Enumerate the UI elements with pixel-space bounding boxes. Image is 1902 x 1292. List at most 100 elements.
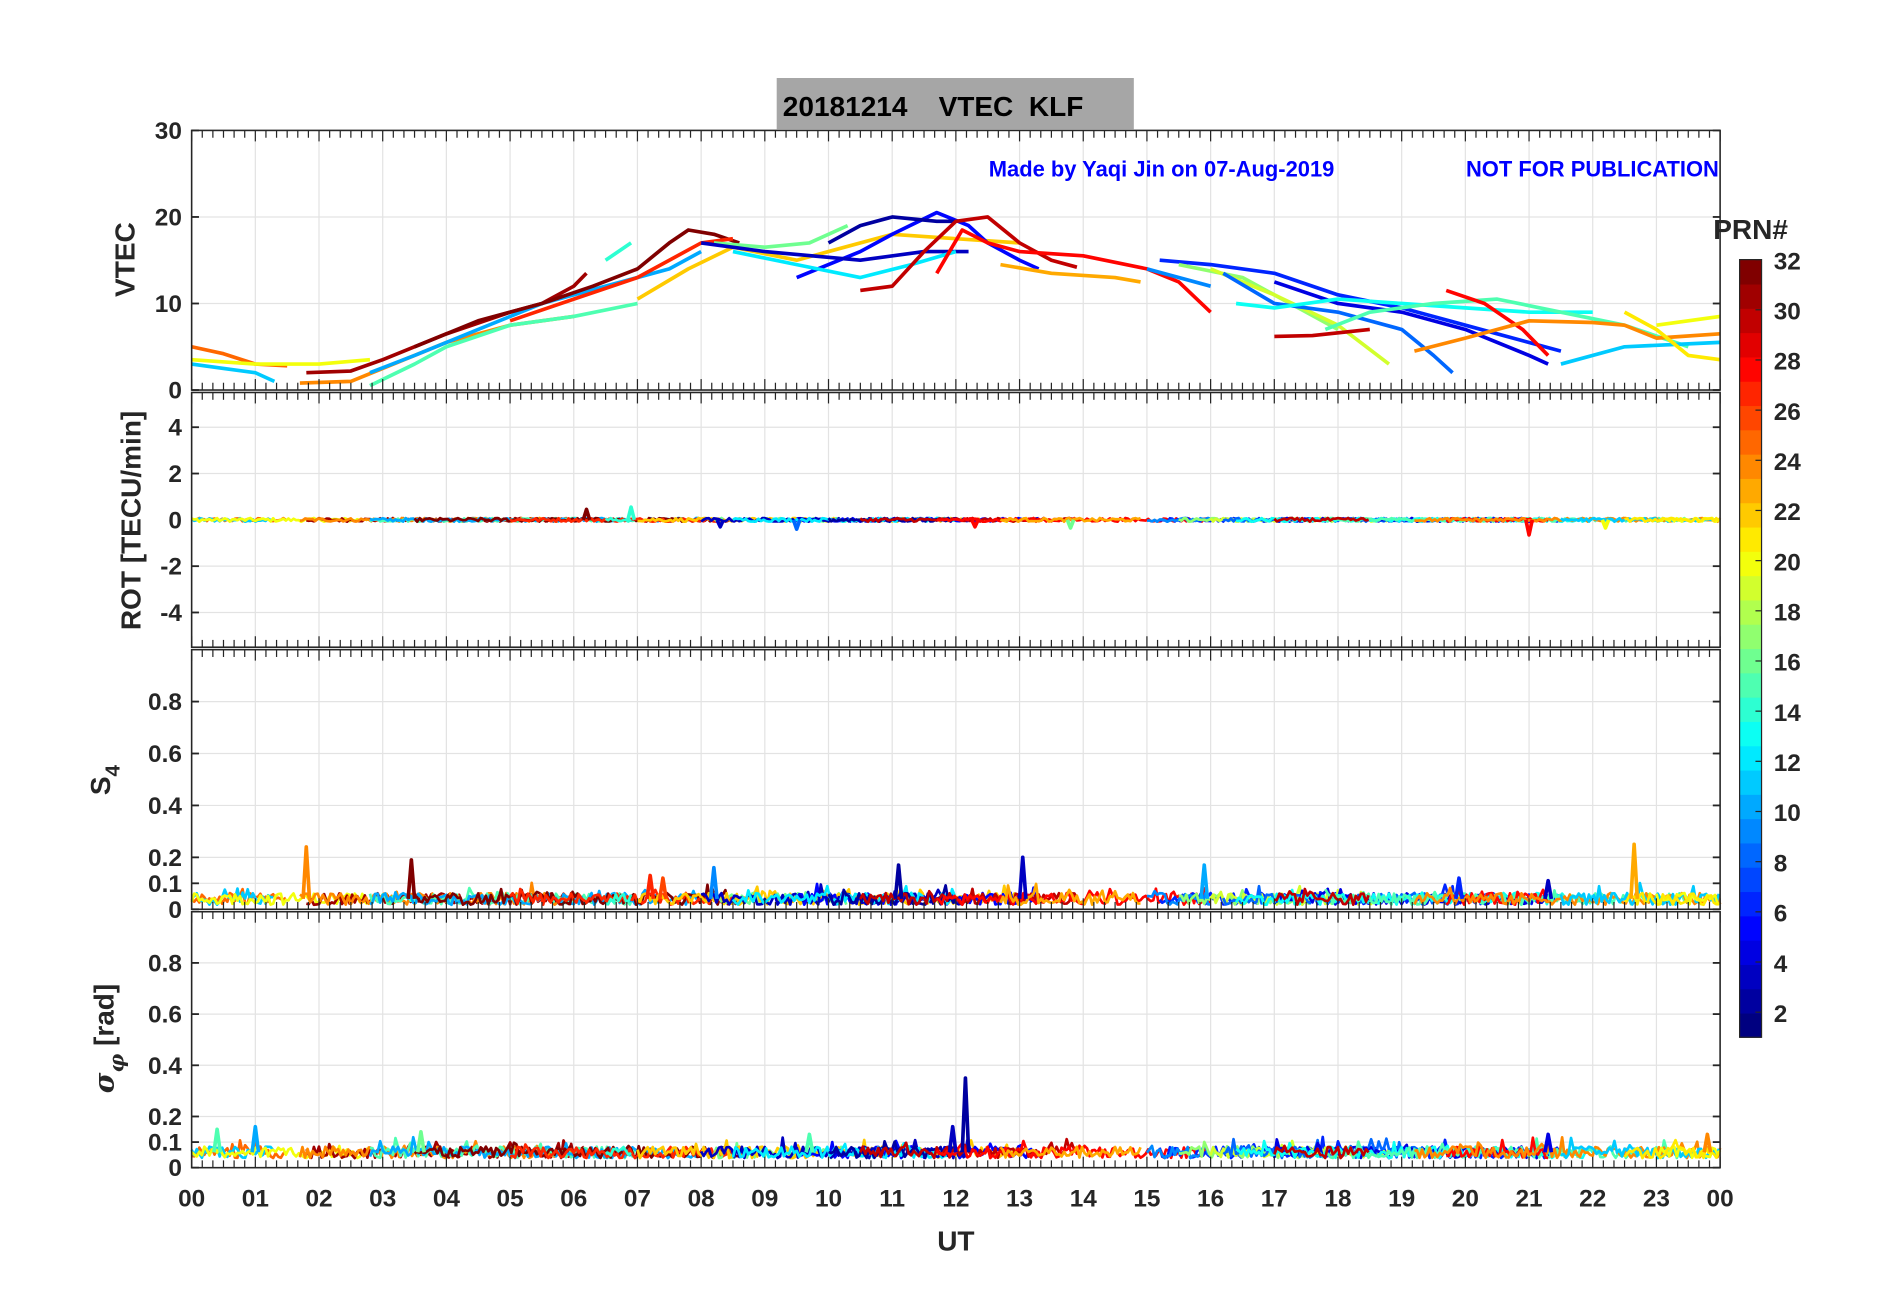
vtec-line-prn-19 — [1209, 267, 1391, 366]
spike-prn-28 — [1524, 519, 1535, 537]
spike-prn-8 — [791, 519, 802, 531]
x-tick-label: 23 — [1643, 1186, 1670, 1213]
colorbar-swatch-3 — [1739, 964, 1762, 990]
vtec-line-prn-16 — [713, 223, 849, 250]
y-tick-label: 0.1 — [148, 1130, 182, 1157]
x-tick-label: 06 — [560, 1186, 587, 1213]
spike-prn-24 — [1702, 1132, 1713, 1153]
y-axis-label: ROT [TECU/min] — [115, 411, 146, 630]
x-tick-label: 20 — [1452, 1186, 1479, 1213]
colorbar-swatch-8 — [1739, 842, 1762, 868]
y-axis-label: σφ [rad] — [88, 984, 129, 1093]
x-tick-label: 04 — [433, 1186, 461, 1213]
colorbar-tick-label: 18 — [1774, 600, 1801, 627]
x-tick-label: 03 — [369, 1186, 396, 1213]
colorbar-swatch-22 — [1739, 502, 1762, 528]
y-tick-label: 10 — [155, 291, 182, 318]
colorbar-swatch-32 — [1739, 259, 1762, 285]
vtec-line-prn-31 — [306, 271, 588, 375]
vtec-line-prn-3 — [700, 241, 969, 263]
x-tick-label: 02 — [305, 1186, 332, 1213]
vtec-line-prn-11 — [1560, 340, 1721, 366]
x-axis-label: UT — [937, 1226, 974, 1257]
x-tick-label: 05 — [497, 1186, 524, 1213]
trace-prn-30 — [1273, 516, 1370, 524]
colorbar-swatch-6 — [1739, 891, 1762, 917]
x-tick-label: 00 — [1707, 1186, 1734, 1213]
spike-prn-10 — [250, 1124, 261, 1153]
colorbar-swatch-27 — [1739, 381, 1762, 407]
y-tick-label: 0 — [168, 1155, 182, 1182]
trace-prn-11 — [1559, 881, 1721, 906]
spike-prn-23 — [1629, 842, 1640, 899]
colorbar-tick-label: 14 — [1774, 700, 1802, 727]
spike-prn-16 — [1065, 519, 1076, 530]
spike-prn-2 — [893, 863, 904, 900]
colorbar-swatch-14 — [1739, 697, 1762, 722]
spike-prn-27 — [645, 873, 656, 900]
colorbar-swatch-13 — [1739, 721, 1762, 747]
spike-prn-26 — [657, 876, 668, 900]
spike-prn-20 — [1600, 519, 1611, 530]
trace-prn-23 — [999, 1145, 1142, 1159]
trace-prn-21 — [1623, 1138, 1721, 1160]
vtec-line-prn-21 — [1623, 310, 1721, 362]
spike-prn-32 — [581, 507, 592, 521]
trace-prn-30 — [1273, 1144, 1370, 1160]
spike-prn-10 — [1199, 863, 1210, 900]
vtec-line-prn-8 — [1222, 271, 1454, 375]
trace-prn-20 — [190, 892, 369, 906]
colorbar-swatch-2 — [1739, 988, 1762, 1014]
s4-symbol: S — [85, 776, 116, 795]
colorbar-swatch-9 — [1739, 818, 1762, 844]
spike-prn-16 — [415, 1130, 426, 1153]
vtec-line-prn-20 — [1656, 314, 1721, 328]
spike-prn-2 — [960, 1076, 971, 1153]
credit-text: Made by Yaqi Jin on 07-Aug-2019 — [989, 157, 1335, 182]
colorbar-swatch-1 — [1739, 1012, 1762, 1038]
trace-prn-21 — [1624, 516, 1720, 524]
colorbar-tick-label: 8 — [1774, 850, 1788, 877]
x-tick-label: 15 — [1133, 1186, 1160, 1213]
vtec-line-prn-2 — [827, 215, 956, 245]
y-tick-label: 0 — [168, 897, 182, 924]
title-box: 20181214 VTEC KLF — [776, 78, 1134, 130]
title-background — [776, 78, 1134, 130]
data-lines — [191, 210, 1721, 388]
x-tick-label: 07 — [624, 1186, 651, 1213]
data-lines — [190, 842, 1722, 907]
vtec-line-prn-20 — [191, 357, 371, 366]
not-for-publication-text: NOT FOR PUBLICATION — [1466, 157, 1719, 182]
x-tick-label: 09 — [751, 1186, 778, 1213]
colorbar-swatch-20 — [1739, 551, 1762, 577]
x-tick-label: 08 — [688, 1186, 715, 1213]
spike-prn-3 — [947, 1124, 958, 1153]
trace-prn-14 — [605, 1145, 632, 1157]
colorbar-tick-label: 16 — [1774, 650, 1801, 677]
colorbar-tick-label: 10 — [1774, 800, 1801, 827]
x-tick-label: 11 — [879, 1186, 905, 1213]
x-tick-label: 14 — [1070, 1186, 1098, 1213]
x-tick-label: 00 — [178, 1186, 205, 1213]
y-axis-label: S4 — [85, 764, 125, 795]
colorbar-swatch-30 — [1739, 308, 1762, 334]
colorbar-swatch-16 — [1739, 648, 1762, 674]
vtec-line-prn-24 — [1413, 318, 1721, 353]
colorbar-frame — [1738, 259, 1763, 1038]
x-tick-label: 19 — [1388, 1186, 1415, 1213]
spike-prn-32 — [406, 858, 417, 900]
vtec-line-prn-13 — [1235, 297, 1593, 314]
y-tick-label: 20 — [155, 204, 182, 231]
trace-prn-14 — [605, 892, 633, 906]
y-tick-label: 0.4 — [148, 1053, 182, 1080]
x-tick-labels: 00 01 02 03 04 05 06 07 08 09 10 11 12 13 14 15 16 17 18 19… — [178, 1186, 1734, 1213]
colorbar-swatch-23 — [1739, 478, 1762, 504]
panel-3: 00.10.2 0.4 0.6 0.8 σφ [rad]σφ [rad] — [88, 910, 1722, 1182]
vtec-line-prn-15 — [369, 301, 638, 388]
trace-prn-30 — [1274, 887, 1370, 906]
y-axis-label: VTEC — [109, 222, 140, 297]
colorbar-title: PRN# — [1713, 214, 1788, 245]
colorbar-swatch-11 — [1739, 769, 1762, 795]
colorbar-swatch-18 — [1739, 599, 1762, 625]
colorbar-tick-label: 30 — [1774, 299, 1801, 326]
